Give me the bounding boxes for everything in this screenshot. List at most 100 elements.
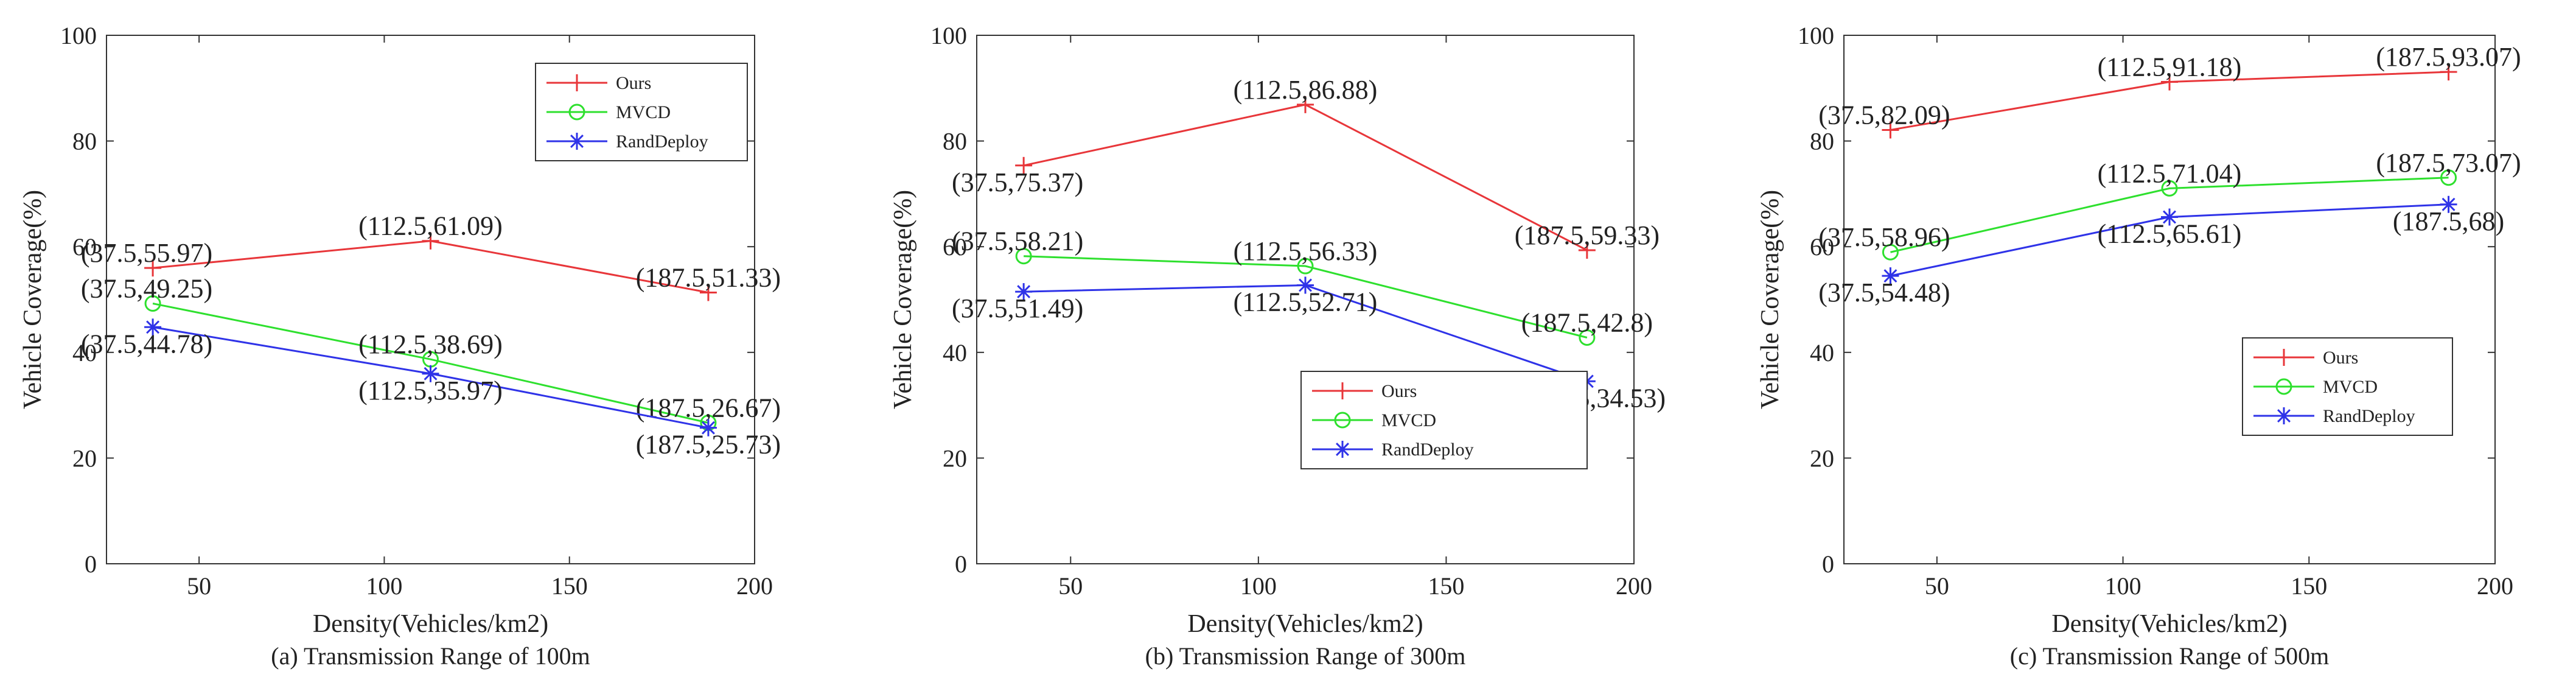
data-point-randdeploy-marker-ray — [1299, 278, 1312, 292]
y-tick-label: 40 — [72, 339, 97, 367]
data-label: (112.5,52.71) — [1234, 287, 1378, 317]
series-mvcd: (37.5,49.25)(112.5,38.69)(187.5,26.67) — [81, 274, 781, 432]
legend-swatch-marker-ray — [1336, 443, 1349, 456]
series-line-ours — [1023, 103, 1588, 251]
data-label: (187.5,42.8) — [1521, 307, 1653, 337]
y-tick-label: 80 — [943, 128, 967, 155]
data-point-randdeploy-marker-ray — [424, 367, 438, 381]
x-tick-label: 150 — [551, 572, 588, 600]
y-tick-label: 0 — [955, 550, 967, 578]
data-label: (37.5,82.09) — [1818, 100, 1950, 130]
x-tick-label: 100 — [1240, 572, 1277, 600]
data-label: (37.5,44.78) — [81, 329, 212, 359]
plot-area-frame — [1843, 35, 2496, 564]
data-label: (37.5,58.96) — [1818, 222, 1950, 252]
legend-swatch-marker — [568, 103, 585, 121]
data-point-randdeploy-marker-ray — [701, 421, 715, 435]
y-tick-label: 80 — [1810, 128, 1834, 155]
data-label: (112.5,38.69) — [358, 329, 503, 359]
data-point-randdeploy-marker-ray — [2163, 210, 2176, 224]
data-label: (187.5,73.07) — [2376, 148, 2521, 178]
y-tick-label: 40 — [1810, 339, 1834, 367]
data-label: (112.5,35.97) — [358, 376, 503, 405]
x-tick-label: 50 — [1058, 572, 1083, 600]
data-label: (187.5,25.73) — [636, 430, 781, 460]
series-line-mvcd — [152, 303, 709, 424]
legend: Ours MVCD RandDeploy — [1300, 371, 1588, 469]
data-label: (187.5,68) — [2393, 206, 2504, 236]
series-line-mvcd — [1890, 177, 2449, 253]
x-tick-label: 200 — [736, 572, 773, 600]
data-point-mvcd-marker — [1882, 244, 1899, 261]
series-randdeploy: (37.5,44.78) (112.5,35.97) (187.5,25.73) — [81, 318, 781, 460]
plot-area-frame — [106, 35, 755, 564]
y-tick-label: 60 — [72, 233, 97, 261]
x-tick-label: 50 — [187, 572, 211, 600]
chart-caption: (a) Transmission Range of 100m — [271, 642, 590, 670]
x-tick-label: 200 — [2477, 572, 2513, 600]
data-point-randdeploy-marker-ray — [2442, 197, 2456, 211]
data-label: (37.5,54.48) — [1818, 278, 1950, 307]
y-tick-label: 0 — [1822, 550, 1834, 578]
chart-panel-2: 0 20 40 60 80 100 50 100 150 200 Density(Vehicles/… — [889, 22, 1666, 670]
data-label: (112.5,65.61) — [2098, 219, 2242, 249]
y-tick-label: 20 — [943, 444, 967, 472]
series-randdeploy: (37.5,54.48) (112.5,65.61) (187.5,68) — [1818, 195, 2504, 307]
data-label: (37.5,49.25) — [81, 274, 212, 304]
data-point-randdeploy-marker-ray — [146, 320, 160, 334]
x-tick-label: 100 — [2105, 572, 2141, 600]
series-ours: (37.5,75.37) (112.5,86.88) (187.5,59.33) — [952, 75, 1660, 259]
data-point-mvcd-marker — [144, 295, 161, 312]
legend-entry: MVCD — [1381, 410, 1436, 430]
x-tick-label: 150 — [2291, 572, 2327, 600]
legend-entry: RandDeploy — [1381, 440, 1474, 460]
legend-entry: RandDeploy — [616, 132, 708, 152]
y-tick-label: 40 — [943, 339, 967, 367]
series-ours: (37.5,82.09) (112.5,91.18) (187.5,93.07) — [1818, 42, 2521, 139]
legend-entry: MVCD — [616, 102, 671, 122]
y-tick-label: 100 — [930, 22, 967, 49]
x-tick-label: 50 — [1925, 572, 1949, 600]
data-label: (37.5,58.21) — [952, 226, 1083, 256]
x-tick-label: 100 — [366, 572, 402, 600]
y-tick-label: 20 — [1810, 444, 1834, 472]
legend: Ours MVCD RandDeploy — [535, 63, 748, 161]
data-label: (187.5,93.07) — [2376, 42, 2521, 72]
data-label: (112.5,86.88) — [1234, 75, 1378, 105]
data-label: (112.5,91.18) — [2098, 52, 2242, 82]
data-label: (112.5,61.09) — [358, 211, 503, 241]
chart-caption: (b) Transmission Range of 300m — [1145, 642, 1466, 670]
data-point-mvcd-marker — [1015, 248, 1032, 265]
data-point-mvcd-marker — [2161, 180, 2178, 197]
data-label: (187.5,59.33) — [1515, 220, 1660, 250]
series-ours: (37.5,55.97) (112.5,61.09) (187.5,51.33) — [81, 211, 781, 301]
legend-swatch-marker-ray — [2277, 409, 2291, 423]
y-tick-label: 60 — [1810, 233, 1834, 261]
series-line-mvcd — [1024, 255, 1588, 338]
y-tick-label: 60 — [943, 233, 967, 261]
legend-swatch-marker — [2275, 378, 2292, 395]
data-point-randdeploy-marker-ray — [1017, 285, 1031, 299]
x-axis-label: Density(Vehicles/km2) — [1187, 610, 1423, 638]
data-label: (187.5,51.33) — [636, 262, 781, 292]
chart-caption: (c) Transmission Range of 500m — [2010, 642, 2329, 670]
data-point-randdeploy-marker-ray — [1883, 269, 1897, 283]
chart-panel-1: 0 20 40 60 80 100 50 100 150 200 Density(Vehicles/… — [19, 22, 781, 670]
y-tick-label: 100 — [60, 22, 97, 49]
series-mvcd: (37.5,58.96) (112.5,71.04) (187.5,73.07) — [1818, 148, 2521, 261]
data-point-mvcd-marker — [1579, 329, 1596, 346]
legend-entry: MVCD — [2323, 377, 2378, 397]
y-axis-label: Vehicle Coverage(%) — [19, 190, 47, 409]
data-label: (37.5,55.97) — [81, 238, 212, 268]
data-point-mvcd-marker — [1297, 258, 1314, 275]
legend-swatch-marker — [1334, 412, 1351, 429]
legend-entry: Ours — [616, 73, 651, 93]
y-axis-label: Vehicle Coverage(%) — [889, 190, 917, 409]
y-tick-label: 80 — [72, 128, 97, 155]
data-label: (37.5,75.37) — [952, 167, 1083, 197]
y-axis-label: Vehicle Coverage(%) — [1756, 190, 1784, 409]
x-axis-label: Density(Vehicles/km2) — [313, 610, 548, 638]
chart-panel-3: 0 20 40 60 80 100 50 100 150 200 Density(Vehicles/… — [1756, 22, 2521, 670]
legend-swatch-marker-ray — [570, 135, 584, 148]
